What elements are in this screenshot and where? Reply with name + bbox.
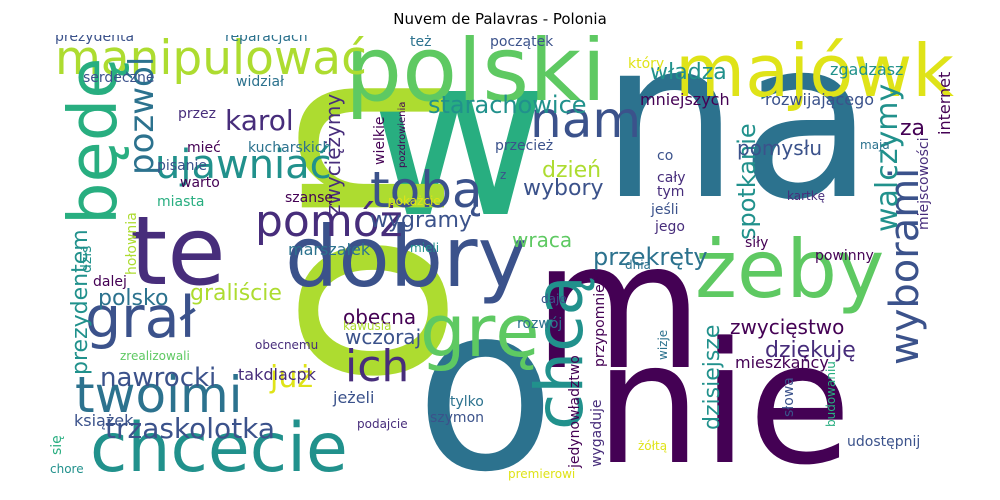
word-51: książek (74, 413, 133, 429)
word-58: też (410, 35, 431, 49)
word-53: rozwijającego (765, 92, 874, 108)
word-85: siły (745, 236, 768, 250)
word-77: pozdrowienia (398, 102, 408, 168)
word-56: zgadzasz (830, 62, 903, 78)
word-49: mieszkańcy (735, 355, 829, 371)
word-69: miasta (157, 195, 204, 209)
word-33: zwycięstwo (730, 317, 844, 337)
word-98: jeżeli (333, 390, 374, 406)
word-30: karol (225, 107, 294, 135)
word-59: prezydenta (55, 35, 134, 44)
word-94: kawusia (343, 320, 391, 332)
word-68: warto (180, 176, 220, 190)
word-46: dzisiejsze (702, 325, 724, 430)
chart-title: Nuvem de Palavras - Polonia (0, 10, 1000, 28)
word-40: graliście (190, 283, 282, 305)
word-27: wygramy (370, 210, 472, 232)
word-74: pokażcie (388, 195, 441, 207)
word-101: szymon (430, 411, 484, 425)
word-108: udostępnij (847, 435, 920, 449)
word-95: obecnemu (255, 339, 318, 351)
word-104: premierowi (508, 468, 575, 480)
word-86: kartkę (787, 190, 825, 202)
word-67: pisanie (157, 159, 207, 173)
word-73: szansę (285, 191, 333, 205)
word-82: jeśli (651, 203, 679, 217)
word-106: słowa (782, 377, 796, 417)
word-81: tym (657, 185, 684, 199)
word-78: przecież (495, 139, 553, 153)
word-52: mniejszych (640, 92, 730, 108)
word-24: ich (345, 345, 409, 389)
word-87: maja (860, 139, 890, 151)
word-32: nawrocki (100, 365, 216, 391)
word-75: mieli (410, 242, 439, 254)
word-100: tylko (450, 395, 484, 409)
word-72: dalej (93, 275, 127, 289)
word-99: podajcie (357, 418, 408, 430)
word-88: powinny (815, 249, 874, 263)
word-96: zrealizowali (120, 350, 190, 362)
word-60: reparacjach (225, 35, 308, 44)
word-61: serdeczne (83, 71, 154, 85)
word-26: starachowice (428, 93, 587, 117)
word-28: walczymy (873, 84, 903, 232)
word-57: początek (490, 35, 553, 49)
word-38: wybory (523, 178, 604, 200)
word-103: jedynowładztwo (568, 355, 582, 468)
word-42: wraca (512, 230, 572, 250)
word-64: przez (178, 107, 216, 121)
word-83: jego (655, 220, 685, 234)
word-65: mieć (187, 141, 221, 155)
word-80: cały (657, 171, 686, 185)
word-47: pomysłu (737, 138, 822, 158)
word-93: rozwój (517, 317, 562, 331)
word-50: marszałek (288, 242, 370, 258)
word-cloud: nawomnieonpolskitedobrymajówkężebychceci… (45, 35, 955, 485)
word-55: miejscowości (917, 138, 931, 230)
word-89: dnia (625, 259, 651, 271)
word-90: daje (541, 293, 567, 305)
word-107: budowaniu (825, 361, 837, 427)
word-92: wizje (657, 330, 669, 360)
word-54: internet (937, 72, 953, 135)
word-102: wygaduje (590, 400, 604, 467)
word-109: się (50, 435, 64, 455)
word-10: żeby (695, 230, 884, 310)
word-110: chore (50, 463, 84, 475)
word-63: widział (236, 75, 284, 89)
word-62: który (628, 57, 664, 71)
word-70: dziś (80, 246, 94, 273)
word-71: hołownia (125, 212, 139, 275)
word-76: wielkie (373, 117, 387, 165)
word-39: polsko (98, 288, 168, 310)
word-105: żółtą (638, 440, 667, 452)
word-91: przypomnieć (593, 277, 607, 367)
word-79: co (657, 149, 673, 163)
word-66: kucharskich (248, 141, 331, 155)
word-84: z (500, 169, 506, 181)
word-97: takdlacpk (238, 367, 316, 383)
